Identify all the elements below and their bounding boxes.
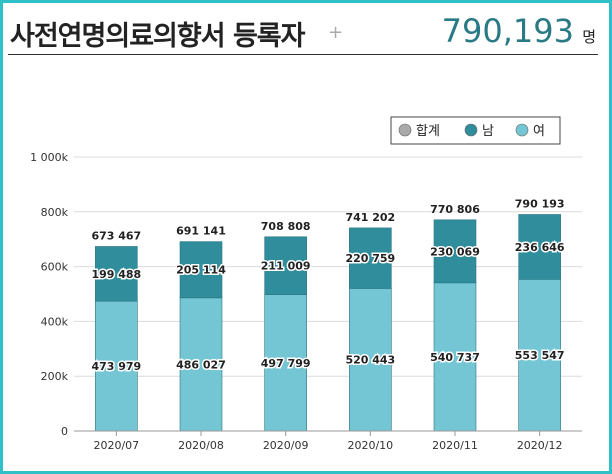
bar-segment-female: [264, 294, 307, 432]
bar-value-label: 473 979: [91, 360, 141, 373]
bar-segment-female: [518, 279, 561, 432]
bar-total-label: 708 808: [261, 220, 311, 233]
legend-swatch: [515, 123, 529, 137]
y-tick-label: 400k: [41, 315, 69, 328]
bar-segment-male: [95, 246, 138, 302]
x-axis: 2020/07 2020/08 2020/09 2020/10 2020/11 2020/…: [74, 430, 582, 452]
y-tick-label: 0: [61, 425, 68, 438]
y-tick-label: 1 000k: [30, 151, 68, 164]
bar-value-label: 205 114: [176, 264, 226, 277]
bar-segment-male: [264, 236, 307, 295]
y-tick-label: 200k: [41, 370, 69, 383]
bar-total-label: 770 806: [430, 203, 480, 216]
bar-value-label: 199 488: [91, 268, 141, 281]
bar-segment-female: [433, 282, 477, 432]
bar-value-label: 486 027: [176, 358, 226, 371]
bar-value-label: 497 799: [261, 357, 311, 370]
legend-swatch: [464, 123, 478, 137]
legend-label: 여: [533, 124, 545, 139]
bar-value-label: 211 009: [261, 260, 311, 273]
y-tick-label: 800k: [41, 206, 69, 219]
bar-value-label: 520 443: [345, 354, 395, 367]
x-tick-label: 2020/08: [178, 439, 224, 452]
page-title: 사전연명의료의향서 등록자: [10, 21, 305, 52]
total-count: 790,193: [441, 12, 574, 50]
bar-segment-female: [179, 297, 223, 432]
bar-segment-male: [518, 214, 561, 280]
bar-total-label: 741 202: [345, 211, 395, 224]
gridlines: [74, 156, 582, 377]
bars: 473 979 199 488 673 467 486 027 205 114 691 1…: [90, 197, 566, 432]
bar-segment-female: [349, 288, 392, 432]
bar-value-label: 220 759: [345, 252, 395, 265]
legend-label: 합계: [416, 124, 440, 139]
x-tick-label: 2020/07: [93, 439, 139, 452]
x-tick-label: 2020/09: [263, 439, 309, 452]
x-tick-label: 2020/11: [432, 439, 478, 452]
expand-plus-icon[interactable]: +: [328, 22, 344, 43]
bar-value-label: 230 069: [430, 245, 480, 258]
x-tick-label: 2020/12: [517, 439, 563, 452]
bar-value-label: 540 737: [430, 351, 480, 364]
bar-value-label: 553 547: [515, 349, 565, 362]
legend: 합계 남 여: [390, 116, 561, 145]
bar-total-label: 673 467: [91, 229, 141, 242]
y-tick-label: 600k: [41, 261, 69, 274]
bar-total-label: 790 193: [515, 197, 565, 210]
x-tick-label: 2020/10: [347, 439, 393, 452]
bar-segment-male: [179, 241, 223, 299]
legend-label: 남: [482, 124, 494, 139]
total-unit: 명: [582, 28, 596, 46]
y-axis: 0 200k 400k 600k 800k 1 000k: [30, 151, 68, 438]
legend-swatch: [398, 123, 412, 137]
bar-segment-male: [433, 219, 477, 284]
bar-total-label: 691 141: [176, 225, 226, 238]
header: 사전연명의료의향서 등록자 + 790,193 명: [8, 10, 598, 55]
bar-value-label: 236 646: [515, 241, 565, 254]
bar-segment-male: [349, 227, 392, 289]
